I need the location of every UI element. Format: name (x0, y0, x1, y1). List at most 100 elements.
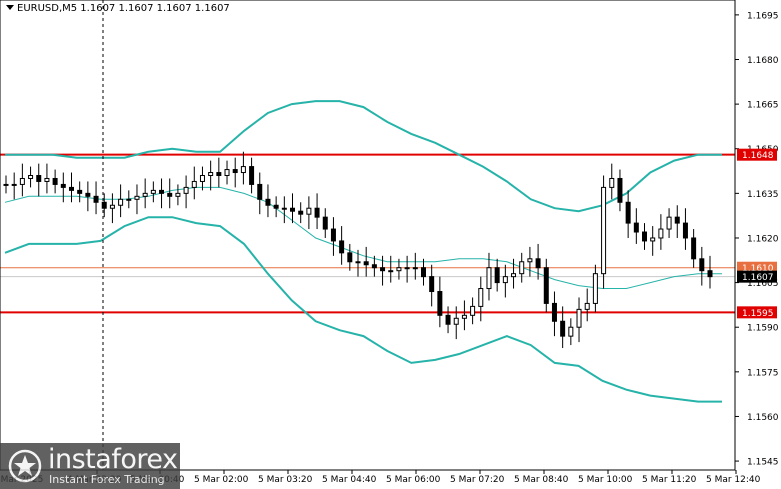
candle (470, 297, 476, 325)
candle (486, 252, 492, 301)
candle-body (502, 276, 508, 284)
candle-body (584, 302, 590, 310)
candle-body (109, 204, 115, 209)
candle (658, 214, 664, 250)
bollinger-middle (4, 186, 722, 289)
instaforex-logo-icon (8, 449, 42, 483)
candle (642, 223, 648, 250)
candle (445, 306, 451, 334)
candle-body (650, 237, 656, 242)
candle-body (453, 317, 459, 325)
candle (216, 157, 222, 188)
candle (551, 291, 557, 337)
candle-body (68, 186, 74, 191)
plot-border (0, 0, 736, 471)
candle (699, 246, 705, 286)
candle (191, 166, 197, 200)
candle-body (429, 276, 435, 293)
candle-body (658, 228, 664, 239)
candle (224, 160, 230, 185)
candle-body (199, 175, 205, 182)
candle-body (306, 207, 312, 215)
candle-body (592, 273, 598, 304)
candle (404, 255, 410, 283)
candle-body (60, 183, 66, 188)
candle (167, 178, 173, 209)
symbol-ohlc-text: EURUSD,M5 1.1607 1.1607 1.1607 1.1607 (17, 3, 230, 14)
candle (265, 184, 271, 218)
candle (150, 181, 156, 203)
y-tick-label: 1.1575 (747, 368, 779, 378)
candle (183, 175, 189, 209)
candle-body (216, 172, 222, 177)
candle-body (150, 189, 156, 194)
candle-body (19, 177, 25, 185)
y-tick-label: 1.1545 (747, 458, 779, 468)
candle-body (674, 216, 680, 224)
candle (273, 196, 279, 218)
candle-body (281, 207, 287, 210)
candle-body (576, 308, 582, 328)
candle (355, 249, 361, 277)
candle-body (28, 175, 34, 179)
horizontal-levels (0, 153, 735, 314)
candle (543, 258, 549, 313)
candle-body (380, 267, 386, 272)
candle-body (330, 228, 336, 242)
candle-body (601, 186, 607, 275)
candle-body (682, 222, 688, 239)
candle (208, 160, 214, 191)
candle-body (134, 195, 140, 200)
candle-body (298, 210, 304, 215)
price-tags: 1.1648 1.1610 1.1595 1.1607 (737, 148, 777, 319)
candle (478, 276, 484, 322)
candle-body (486, 267, 492, 290)
bollinger-lower (4, 216, 722, 403)
candle (322, 208, 328, 238)
candle-body (290, 207, 296, 212)
candle-body (339, 240, 345, 254)
candle (380, 255, 386, 286)
y-tick-label: 1.1620 (747, 234, 779, 244)
candle (527, 246, 533, 277)
candle-body (494, 267, 500, 284)
candle-body (617, 177, 623, 203)
candle-body (461, 314, 467, 319)
x-tick-label: 5 Mar 04:40 (322, 475, 377, 485)
price-tag-support-bg (737, 306, 777, 319)
candle-body (159, 189, 165, 194)
candle-body (52, 177, 58, 185)
candle-body (126, 198, 132, 201)
candle-body (568, 326, 574, 337)
y-tick-label: 1.1665 (747, 101, 779, 111)
watermark-brand: instaforex (48, 444, 178, 475)
candle-body (437, 291, 443, 316)
candle-body (118, 198, 124, 206)
x-tick-label: 5 Mar 10:00 (578, 475, 633, 485)
candle (584, 288, 590, 322)
y-tick-label: 1.1695 (747, 11, 779, 21)
candle (601, 175, 607, 289)
candle (330, 217, 336, 256)
candle (159, 178, 165, 209)
candle-body (404, 267, 410, 270)
candle-body (224, 169, 230, 177)
price-tag-last-label: 1.1607 (742, 273, 774, 283)
candle (36, 163, 42, 197)
candle-body (167, 192, 173, 197)
candle (707, 255, 713, 289)
candle (633, 208, 639, 244)
candle-body (535, 258, 541, 269)
candle (535, 243, 541, 280)
candle-body (371, 264, 377, 269)
collapse-triangle-icon[interactable] (6, 5, 14, 10)
y-tick-label: 1.1605 (747, 279, 779, 289)
price-tag-resistance-bg (737, 148, 777, 161)
candle (175, 184, 181, 206)
candle-body (543, 267, 549, 304)
candle-body (273, 204, 279, 209)
candle (93, 181, 99, 215)
candle-body (314, 207, 320, 218)
